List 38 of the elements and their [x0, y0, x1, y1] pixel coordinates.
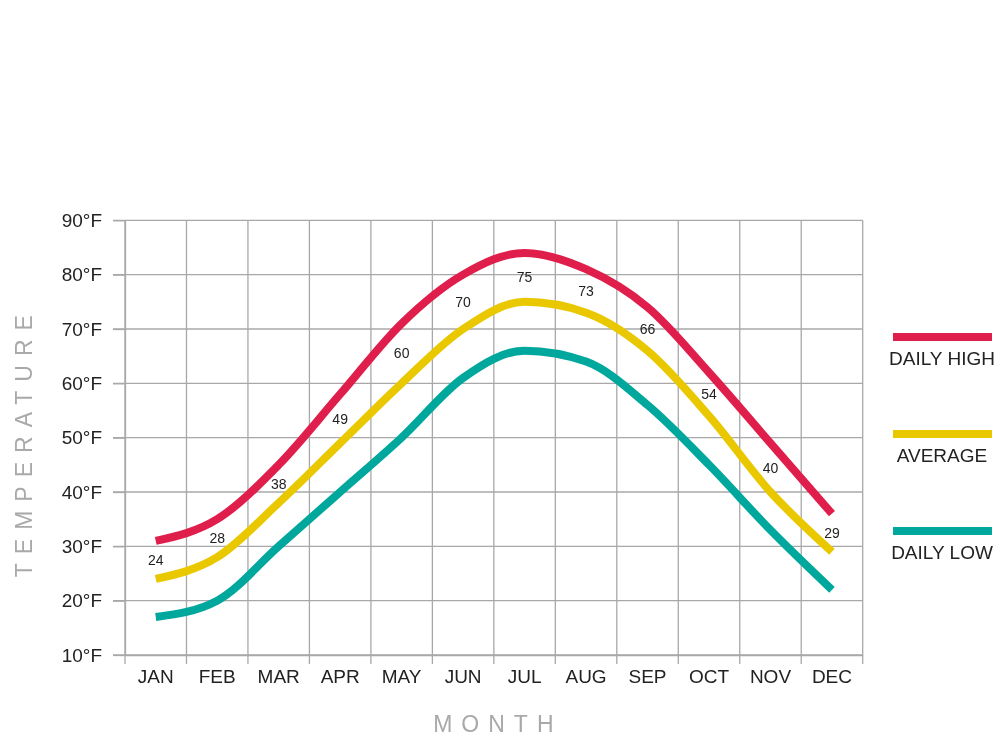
data-label: 28 [209, 530, 226, 547]
x-tick-label: NOV [749, 666, 792, 688]
x-tick-label: DEC [811, 666, 853, 688]
x-tick-label: APR [320, 666, 360, 688]
y-tick-label: 40°F [61, 481, 102, 503]
y-tick-label: 60°F [61, 372, 102, 394]
y-tick-label: 20°F [61, 590, 102, 612]
x-axis-title: MONTH [433, 711, 563, 737]
data-label: 49 [332, 410, 349, 427]
y-tick-label: 10°F [61, 644, 102, 666]
x-tick-label: JUN [444, 666, 482, 688]
data-label: 75 [516, 269, 533, 286]
y-tick-label: 90°F [61, 209, 102, 231]
data-label: 60 [393, 345, 410, 362]
x-tick-label: FEB [198, 666, 236, 688]
x-tick-label: OCT [688, 666, 730, 688]
x-tick-label: JAN [137, 666, 174, 688]
y-tick-label: 30°F [61, 535, 102, 557]
data-label: 70 [455, 293, 472, 310]
x-tick-label: MAR [257, 666, 300, 688]
x-tick-label: JUL [507, 666, 542, 688]
data-label: 66 [639, 320, 656, 337]
x-tick-label: AUG [565, 666, 607, 688]
text: DAILY HIGH [889, 347, 995, 369]
data-label: 24 [147, 551, 164, 568]
y-tick-label: 80°F [61, 264, 102, 286]
data-label: 40 [762, 459, 779, 476]
data-label: 38 [270, 475, 287, 492]
x-tick-label: MAY [381, 666, 422, 688]
text: AVERAGE [896, 444, 988, 466]
text: DAILY LOW [891, 541, 993, 563]
data-label: 29 [824, 524, 840, 541]
data-label: 73 [578, 282, 595, 299]
data-label: 54 [701, 386, 718, 403]
y-axis-title: TEMPERATURE [11, 306, 37, 578]
x-tick-label: SEP [628, 666, 667, 688]
y-tick-label: 70°F [61, 318, 102, 340]
y-tick-label: 50°F [61, 427, 102, 449]
